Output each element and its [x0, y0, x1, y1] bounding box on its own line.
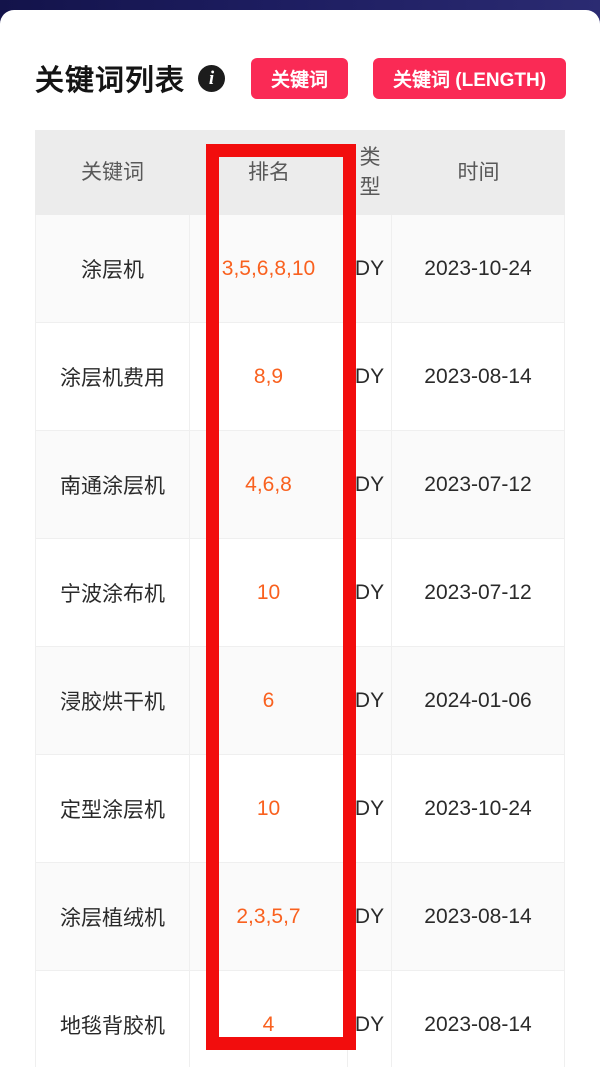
cell-date: 2023-08-14 — [392, 863, 565, 970]
cell-type: DY — [348, 647, 392, 754]
header-cell-type: 类型 — [359, 146, 381, 199]
cell-keyword: 涂层机费用 — [35, 323, 190, 430]
cell-rank: 4 — [190, 971, 348, 1067]
table-row: 涂层机费用 8,9 DY 2023-08-14 — [35, 323, 565, 431]
cell-type: DY — [348, 323, 392, 430]
cell-type: DY — [348, 863, 392, 970]
cell-rank: 10 — [190, 755, 348, 862]
cell-date: 2023-07-12 — [392, 431, 565, 538]
cell-type: DY — [348, 971, 392, 1067]
keyword-length-button[interactable]: 关键词 (LENGTH) — [373, 57, 567, 99]
cell-keyword: 涂层机 — [35, 215, 190, 322]
table-row: 定型涂层机 10 DY 2023-10-24 — [35, 755, 565, 863]
cell-type: DY — [348, 215, 392, 322]
cell-keyword: 涂层植绒机 — [35, 863, 190, 970]
page-header: 关键词列表 i 关键词 关键词 (LENGTH) — [35, 57, 580, 99]
cell-type: DY — [348, 539, 392, 646]
cell-rank: 3,5,6,8,10 — [190, 215, 348, 322]
keyword-button[interactable]: 关键词 — [251, 57, 349, 99]
cell-rank: 6 — [190, 647, 348, 754]
cell-date: 2023-08-14 — [392, 323, 565, 430]
cell-type: DY — [348, 431, 392, 538]
info-icon[interactable]: i — [198, 64, 226, 92]
header-cell-rank: 排名 — [248, 160, 290, 184]
table-header-row: 关键词 排名 类型 时间 — [35, 130, 565, 215]
cell-type: DY — [348, 755, 392, 862]
cell-rank: 8,9 — [190, 323, 348, 430]
header-cell-keyword: 关键词 — [81, 160, 144, 184]
keyword-table: 关键词 排名 类型 时间 涂层机 3,5,6,8,10 DY 2023-10-2… — [35, 130, 565, 1067]
cell-rank: 10 — [190, 539, 348, 646]
header-cell-time: 时间 — [457, 160, 500, 184]
cell-date: 2023-10-24 — [392, 215, 565, 322]
table-row: 涂层机 3,5,6,8,10 DY 2023-10-24 — [35, 215, 565, 323]
cell-date: 2023-08-14 — [392, 971, 565, 1067]
cell-date: 2023-10-24 — [392, 755, 565, 862]
table-row: 地毯背胶机 4 DY 2023-08-14 — [35, 971, 565, 1067]
cell-keyword: 浸胶烘干机 — [35, 647, 190, 754]
table-row: 宁波涂布机 10 DY 2023-07-12 — [35, 539, 565, 647]
cell-keyword: 宁波涂布机 — [35, 539, 190, 646]
table-row: 南通涂层机 4,6,8 DY 2023-07-12 — [35, 431, 565, 539]
table-row: 浸胶烘干机 6 DY 2024-01-06 — [35, 647, 565, 755]
cell-keyword: 地毯背胶机 — [35, 971, 190, 1067]
content-card: 关键词列表 i 关键词 关键词 (LENGTH) 关键词 排名 类型 时间 涂层… — [0, 10, 600, 1067]
cell-keyword: 南通涂层机 — [35, 431, 190, 538]
cell-rank: 4,6,8 — [190, 431, 348, 538]
table-row: 涂层植绒机 2,3,5,7 DY 2023-08-14 — [35, 863, 565, 971]
cell-date: 2023-07-12 — [392, 539, 565, 646]
cell-date: 2024-01-06 — [392, 647, 565, 754]
page-title: 关键词列表 — [35, 65, 186, 97]
cell-rank: 2,3,5,7 — [190, 863, 348, 970]
cell-keyword: 定型涂层机 — [35, 755, 190, 862]
